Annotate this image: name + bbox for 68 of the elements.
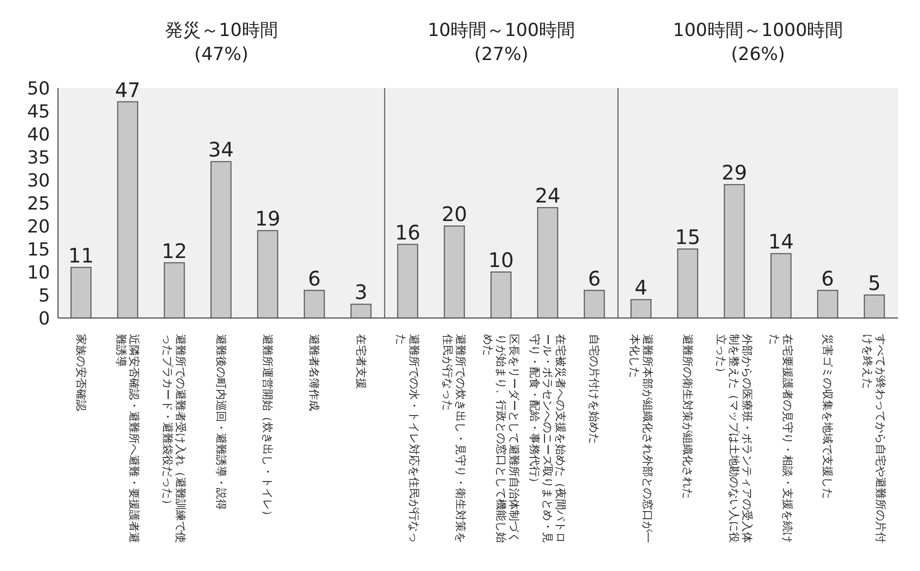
band-label: 発災～10時間 (47%)	[164, 20, 278, 65]
data-label: 15	[674, 225, 700, 249]
bar	[117, 101, 138, 318]
bar	[724, 184, 745, 318]
x-tick-label: 自宅の片付けを始めた	[588, 334, 601, 444]
bar	[444, 226, 465, 318]
data-label: 16	[394, 220, 420, 244]
data-label: 3	[354, 280, 368, 304]
data-label: 6	[588, 266, 601, 290]
bar	[537, 207, 558, 318]
bar	[304, 290, 325, 318]
x-tick-label: 避難所での水・トイレ対応を住民が行なった	[394, 334, 420, 543]
y-tick-label: 10	[27, 262, 50, 284]
data-label: 24	[534, 184, 560, 208]
y-tick-label: 30	[27, 170, 50, 192]
x-tick-label: 災害ゴミの収集を地域で支援した	[821, 334, 834, 499]
x-tick-label: 在宅者支援	[354, 334, 368, 389]
bar	[864, 294, 885, 318]
data-label: 20	[442, 202, 468, 226]
x-tick-label: 避難所での避難者受け入れ（避難訓練で使ったプラカード・避難袋役だった）	[161, 334, 188, 543]
x-tick-label: 避難所の衛生対策が組織化された	[681, 334, 694, 499]
y-tick-label: 45	[27, 101, 50, 122]
bar	[584, 290, 605, 318]
data-label: 29	[722, 160, 748, 185]
y-tick-label: 25	[27, 193, 50, 214]
data-label: 10	[488, 248, 514, 272]
y-tick-label: 50	[27, 78, 50, 100]
bar	[350, 304, 372, 318]
bar	[630, 299, 652, 318]
x-tick-label: 避難所本部が組織化され外部との窓口が一本化した	[628, 334, 654, 543]
data-label: 14	[768, 230, 794, 254]
data-label: 5	[868, 271, 881, 295]
data-label: 19	[254, 206, 280, 231]
y-tick-label: 35	[27, 147, 50, 168]
bar	[70, 266, 92, 318]
bar	[770, 253, 792, 318]
x-tick-label: 避難所での炊き出し・見守り・衛生対策を住民が行なった	[441, 334, 468, 543]
x-tick-label: 在宅要援護者の見守り・相談・支援を続けた	[768, 334, 794, 543]
x-tick-label: 避難所運営開始（炊き出し・トイレ）	[261, 334, 274, 521]
data-label: 4	[634, 276, 648, 300]
data-label: 34	[208, 138, 234, 162]
bar	[677, 248, 698, 318]
data-label: 11	[68, 243, 94, 268]
x-tick-label: 区長をリーダーとして避難所自治体制づくりが始まり、行政との窓口として機能し始めた	[481, 334, 520, 543]
y-tick-label: 40	[27, 124, 50, 146]
band-label: 10時間～100時間 (27%)	[428, 20, 575, 65]
data-label: 6	[308, 266, 321, 290]
data-label: 6	[821, 266, 834, 290]
bar	[817, 290, 838, 318]
data-label: 12	[162, 238, 188, 263]
band-label: 100時間～1000時間 (26%)	[672, 20, 844, 65]
x-tick-label: 家族の安否確認	[74, 334, 88, 411]
y-tick-label: 5	[38, 285, 50, 306]
bar	[164, 262, 185, 318]
y-tick-label: 0	[38, 308, 50, 330]
data-label: 47	[114, 78, 140, 102]
y-tick-label: 20	[27, 216, 50, 238]
x-tick-label: 近隣安否確認・避難所へ避難・要援護者避難誘導	[114, 334, 140, 543]
bar	[210, 161, 232, 318]
x-tick-label: すべてが終わってから自宅や避難所の片付けを終えた	[861, 334, 888, 543]
bar	[257, 230, 278, 318]
y-tick-label: 15	[27, 239, 50, 260]
x-tick-label: 避難者名簿作成	[308, 334, 321, 411]
bar	[397, 244, 418, 318]
bar	[490, 272, 512, 318]
x-tick-label: 避難後の町内巡回・避難誘導・説得	[214, 334, 228, 510]
x-tick-label: 外部からの医療班・ボランティアの受入体制を整えた（マップは土地勘のない人に役立った）	[714, 334, 754, 543]
x-tick-label: 在宅被災者への支援を始めた（夜間パトロール・ボラセンへのニーズ取りまとめ・見守り・配食・配給・事務代行）	[528, 334, 567, 543]
